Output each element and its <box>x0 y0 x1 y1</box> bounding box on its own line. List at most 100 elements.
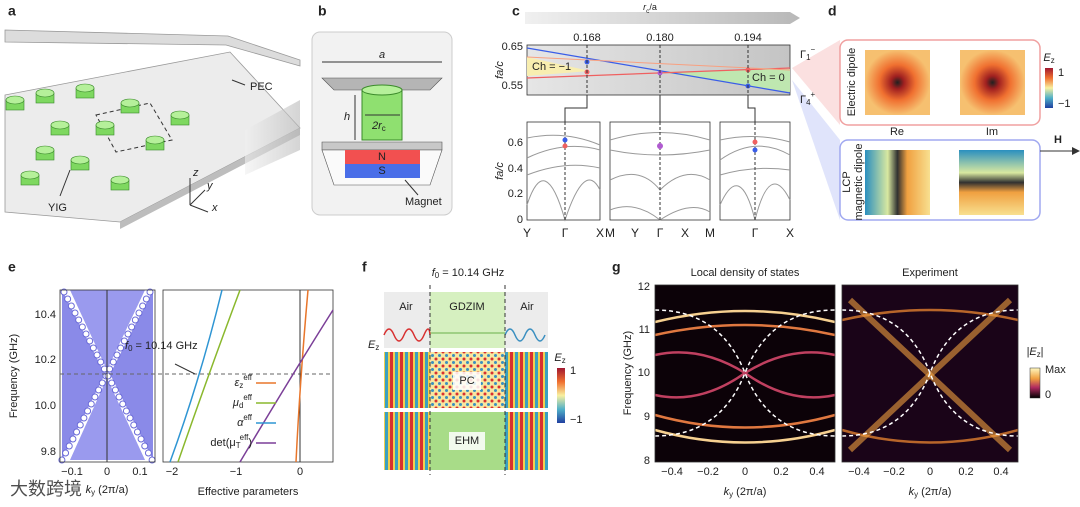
band-point <box>87 400 95 408</box>
label: 0 <box>742 466 748 478</box>
panel-label: b <box>318 3 327 19</box>
label: 0.1 <box>132 466 147 478</box>
label-part: z <box>1051 56 1055 65</box>
label: 11 <box>639 324 650 336</box>
effective-curve <box>295 289 309 463</box>
label: 8 <box>644 455 650 467</box>
effective-curve <box>177 289 241 463</box>
label: −2 <box>166 466 179 478</box>
panel-label: c <box>512 3 520 19</box>
label: S <box>378 165 385 177</box>
label: Effective parameters <box>198 486 299 498</box>
label-part: /a <box>649 2 657 12</box>
band-point <box>89 344 97 352</box>
label: −0.2 <box>697 466 719 478</box>
label-part: k <box>86 484 92 496</box>
label: Ch = −1 <box>532 61 571 73</box>
label-part: k <box>724 486 730 498</box>
band-point <box>95 386 103 394</box>
label: det(μTeff) <box>210 433 252 450</box>
cylinder-top <box>35 88 55 98</box>
label-part: 2r <box>371 120 383 132</box>
band-point <box>86 337 94 345</box>
label: Γ4+ <box>800 90 815 107</box>
label: M <box>705 226 715 240</box>
label: |Ez| <box>1026 346 1043 359</box>
band-point <box>106 365 114 373</box>
label-part: d <box>239 401 243 410</box>
label: Frequency (GHz) <box>622 331 634 415</box>
band-point <box>131 316 139 324</box>
label: 10.4 <box>35 309 56 321</box>
label: Experiment <box>902 267 958 279</box>
band-point <box>146 288 154 296</box>
effective-curves <box>169 289 334 463</box>
band-point <box>109 358 117 366</box>
label: 0.4 <box>993 466 1008 478</box>
band-point <box>137 435 145 443</box>
band-point <box>80 414 88 422</box>
label: GDZIM <box>449 301 484 313</box>
label-part: Γ <box>800 49 806 61</box>
label-part: det(μ <box>210 437 235 449</box>
band-point <box>62 449 70 457</box>
label: h <box>344 111 350 123</box>
label: 0.6 <box>508 137 523 149</box>
label: 1 <box>570 365 576 377</box>
label: Γ <box>657 226 664 240</box>
band-point <box>111 386 119 394</box>
label-part: f <box>125 340 129 352</box>
label-part: y <box>914 490 918 499</box>
label-part: − <box>810 45 815 54</box>
label: 2rc <box>371 120 386 133</box>
cylinder-top <box>95 120 115 130</box>
panel-g-drawing <box>654 284 1041 463</box>
band-point <box>97 358 105 366</box>
label: a <box>379 49 385 61</box>
label: −0.4 <box>661 466 683 478</box>
label: 0 <box>1045 389 1051 401</box>
band-point <box>144 449 152 457</box>
cylinder-top <box>145 135 165 145</box>
label: 1 <box>1058 67 1064 79</box>
label-part: eff <box>243 413 252 422</box>
panel-c-drawing <box>525 12 800 222</box>
label: −1 <box>570 414 583 426</box>
label: Ch = 0 <box>752 72 785 84</box>
label: X <box>596 226 604 240</box>
label-bg <box>453 372 481 390</box>
band-point <box>124 330 132 338</box>
label-part: = 10.14 GHz <box>439 267 504 279</box>
label: −0.4 <box>848 466 870 478</box>
band-point <box>93 351 101 359</box>
label: 10.0 <box>35 400 56 412</box>
label: 0.4 <box>809 466 824 478</box>
label: Electric dipole <box>846 48 858 116</box>
label: −0.1 <box>61 466 83 478</box>
label: Ez <box>554 352 565 365</box>
band-point <box>115 393 123 401</box>
label: N <box>378 151 386 163</box>
label: Local density of states <box>691 267 800 279</box>
label: Magnet <box>405 196 442 208</box>
label: 0.65 <box>502 41 523 53</box>
cylinder-top <box>120 98 140 108</box>
label-bg <box>449 432 485 450</box>
label-part: z <box>562 356 566 365</box>
label-part: (2π/a) <box>733 486 766 498</box>
label: Frequency (GHz) <box>8 334 20 418</box>
cylinder-top <box>20 170 40 180</box>
label: Re <box>890 126 904 138</box>
label: magnetic dipole <box>853 143 865 220</box>
label-part: + <box>810 90 815 99</box>
panel-label: f <box>362 259 367 275</box>
label: 0.180 <box>646 32 674 44</box>
label: rc/a <box>643 2 657 14</box>
cylinder-top <box>35 145 55 155</box>
label-part: f <box>432 267 436 279</box>
label: Air <box>520 301 534 313</box>
label: X <box>681 226 689 240</box>
label-part: y <box>729 490 733 499</box>
label-part: |E <box>1026 346 1037 358</box>
